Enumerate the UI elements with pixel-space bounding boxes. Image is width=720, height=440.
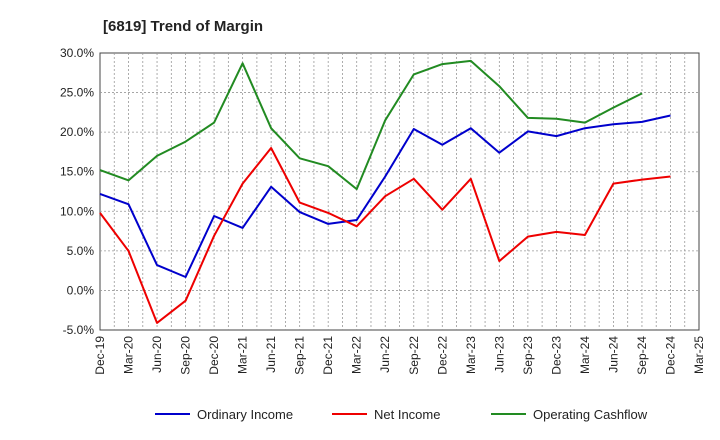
y-tick-label: 20.0% (60, 125, 94, 139)
x-tick-label: Mar-22 (350, 336, 364, 374)
x-tick-label: Mar-21 (236, 336, 250, 374)
x-tick-label: Sep-21 (293, 336, 307, 375)
y-tick-label: 10.0% (60, 204, 94, 218)
y-tick-label: 25.0% (60, 86, 94, 100)
chart-title: [6819] Trend of Margin (103, 18, 263, 35)
series-line-operating-cashflow (99, 59, 643, 191)
y-tick-label: -5.0% (63, 323, 95, 337)
x-tick-label: Jun-23 (492, 336, 506, 373)
x-tick-label: Dec-19 (93, 336, 107, 375)
x-tick-label: Dec-24 (663, 336, 677, 375)
y-tick-label: 15.0% (60, 165, 94, 179)
x-tick-label: Jun-22 (378, 336, 392, 373)
x-tick-label: Dec-20 (207, 336, 221, 375)
legend-label-operating-cashflow: Operating Cashflow (533, 407, 648, 422)
series-line-net-income (99, 147, 671, 324)
x-tick-label: Mar-20 (122, 336, 136, 374)
x-tick-label: Jun-24 (606, 336, 620, 373)
x-tick-label: Jun-21 (264, 336, 278, 373)
y-tick-label: 5.0% (67, 244, 95, 258)
x-tick-label: Dec-23 (549, 336, 563, 375)
x-tick-label: Sep-24 (635, 336, 649, 375)
legend-label-net-income: Net Income (374, 407, 440, 422)
x-tick-label: Sep-20 (179, 336, 193, 375)
x-tick-label: Mar-25 (692, 336, 706, 374)
x-tick-label: Dec-22 (435, 336, 449, 375)
y-tick-label: 0.0% (67, 283, 95, 297)
series-line-ordinary-income (99, 114, 671, 278)
y-axis-tick-labels: 30.0% 25.0% 20.0% 15.0% 10.0% 5.0% 0.0% -5.0% (60, 46, 94, 337)
x-axis-tick-labels: Dec-19 Mar-20 Jun-20 Sep-20 Dec-20 Mar-21 Jun-… (93, 336, 706, 375)
series-lines (99, 59, 671, 324)
x-tick-label: Mar-23 (464, 336, 478, 374)
y-tick-label: 30.0% (60, 46, 94, 60)
legend-label-ordinary-income: Ordinary Income (197, 407, 293, 422)
x-tick-label: Jun-20 (150, 336, 164, 373)
x-tick-label: Dec-21 (321, 336, 335, 375)
x-tick-label: Mar-24 (578, 336, 592, 374)
legend: Ordinary Income Net Income Operating Cashf… (155, 407, 648, 422)
x-tick-label: Sep-22 (407, 336, 421, 375)
x-tick-label: Sep-23 (521, 336, 535, 375)
